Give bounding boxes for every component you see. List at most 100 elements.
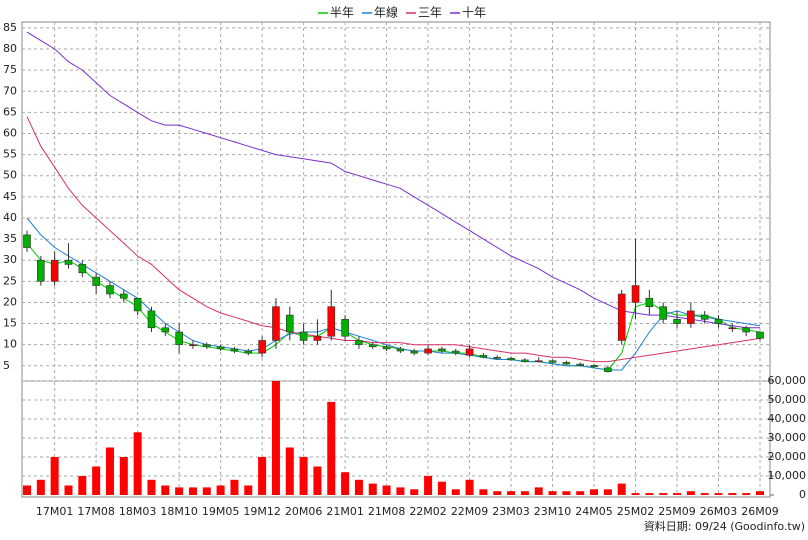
candle-body bbox=[396, 348, 405, 352]
plot-frame bbox=[21, 21, 771, 498]
y-tick-label: 85 bbox=[3, 21, 17, 34]
candle-body bbox=[728, 327, 737, 330]
candle-body bbox=[410, 350, 419, 354]
ma-line bbox=[26, 31, 760, 329]
volume-bar bbox=[562, 491, 571, 495]
x-tick-label: 23M10 bbox=[534, 505, 572, 518]
volume-bar bbox=[354, 479, 363, 495]
y-tick-label: 20 bbox=[3, 295, 17, 308]
volume-bar bbox=[659, 493, 668, 495]
candle-body bbox=[78, 264, 87, 274]
x-tick-label: 17M01 bbox=[36, 505, 74, 518]
candle-body bbox=[37, 259, 45, 282]
volume-bar bbox=[410, 489, 419, 495]
volume-bar bbox=[520, 491, 529, 495]
y2-tick-label: 40,000 bbox=[768, 412, 807, 425]
ma-line bbox=[26, 116, 761, 363]
volume-bar bbox=[105, 447, 114, 495]
x-tick-label: 26M03 bbox=[700, 505, 738, 518]
x-tick-label: 25M09 bbox=[658, 505, 696, 518]
candle-body bbox=[202, 344, 211, 348]
x-tick-label: 19M05 bbox=[202, 505, 240, 518]
volume-bar bbox=[368, 483, 377, 495]
candle-body bbox=[64, 259, 73, 265]
candle-body bbox=[659, 306, 667, 320]
volume-bar bbox=[576, 491, 585, 495]
volume-bar bbox=[728, 493, 737, 495]
volume-bar bbox=[700, 493, 709, 495]
candle-body bbox=[175, 331, 183, 345]
candle-body bbox=[742, 327, 750, 333]
volume-bar bbox=[645, 493, 654, 495]
volume-bar bbox=[23, 485, 31, 495]
y2-tick-label: 10,000 bbox=[768, 469, 807, 482]
y2-tick-label: 60,000 bbox=[768, 374, 807, 387]
y-tick-label: 50 bbox=[3, 169, 17, 182]
candle-body bbox=[645, 297, 654, 307]
volume-bar bbox=[396, 487, 405, 495]
candle-body bbox=[285, 314, 294, 333]
volume-bar bbox=[507, 491, 516, 495]
candle-body bbox=[687, 310, 695, 324]
volume-bar bbox=[603, 489, 612, 495]
volume-bar bbox=[465, 479, 474, 495]
x-tick-label: 26M09 bbox=[741, 505, 779, 518]
candle-body bbox=[548, 360, 557, 363]
volume-bar bbox=[327, 401, 336, 495]
x-tick-label: 24M05 bbox=[575, 505, 613, 518]
candle-body bbox=[355, 340, 363, 345]
volume-bar bbox=[673, 493, 682, 495]
volume-bar bbox=[437, 481, 446, 495]
y2-tick-label: 0 bbox=[799, 488, 806, 501]
x-tick-label: 20M06 bbox=[285, 505, 323, 518]
volume-bar bbox=[271, 381, 280, 495]
volume-bar bbox=[161, 485, 170, 495]
candle-body bbox=[507, 357, 515, 361]
volume-bar bbox=[424, 476, 433, 495]
x-tick-label: 17M08 bbox=[77, 505, 115, 518]
candle-body bbox=[451, 350, 460, 354]
candle-body bbox=[147, 310, 156, 329]
y-tick-label: 75 bbox=[3, 63, 17, 76]
volume-bar bbox=[119, 457, 128, 495]
y-tick-label: 45 bbox=[3, 190, 17, 203]
x-tick-label: 18M10 bbox=[160, 505, 198, 518]
y-tick-label: 35 bbox=[3, 232, 17, 245]
legend-label: 半年 bbox=[330, 6, 354, 20]
y-tick-label: 65 bbox=[3, 105, 17, 118]
y2-tick-label: 30,000 bbox=[768, 431, 807, 444]
y-tick-label: 30 bbox=[3, 253, 17, 266]
x-tick-label: 21M01 bbox=[326, 505, 364, 518]
volume-bar bbox=[147, 479, 156, 495]
volume-bar bbox=[534, 487, 543, 495]
candle-body bbox=[382, 346, 391, 350]
volume-bar bbox=[313, 466, 322, 495]
candle-body bbox=[673, 319, 681, 324]
volume-bar bbox=[742, 493, 751, 495]
volume-bar bbox=[382, 485, 391, 495]
volume-bar bbox=[244, 485, 253, 495]
x-tick-label: 23M03 bbox=[492, 505, 530, 518]
y2-tick-label: 20,000 bbox=[768, 450, 807, 463]
candle-body bbox=[368, 344, 377, 348]
volume-bar bbox=[216, 485, 225, 495]
legend-label: 年線 bbox=[374, 5, 398, 20]
y-tick-label: 80 bbox=[3, 42, 17, 55]
volume-bar bbox=[548, 491, 557, 495]
candle-body bbox=[604, 367, 612, 373]
x-tick-label: 25M02 bbox=[617, 505, 655, 518]
volume-bar bbox=[230, 479, 239, 495]
candle-body bbox=[756, 331, 764, 339]
y-tick-label: 10 bbox=[3, 338, 17, 351]
volume-bar bbox=[133, 432, 142, 495]
volume-bar bbox=[714, 493, 723, 495]
y-tick-label: 15 bbox=[3, 317, 17, 330]
y-tick-label: 40 bbox=[3, 211, 17, 224]
volume-bar bbox=[285, 447, 294, 495]
candle-body bbox=[272, 306, 280, 341]
volume-bar bbox=[36, 479, 45, 495]
volume-bar bbox=[451, 489, 460, 495]
y-tick-label: 70 bbox=[3, 84, 17, 97]
volume-bar bbox=[64, 485, 73, 495]
volume-bar bbox=[493, 491, 502, 495]
